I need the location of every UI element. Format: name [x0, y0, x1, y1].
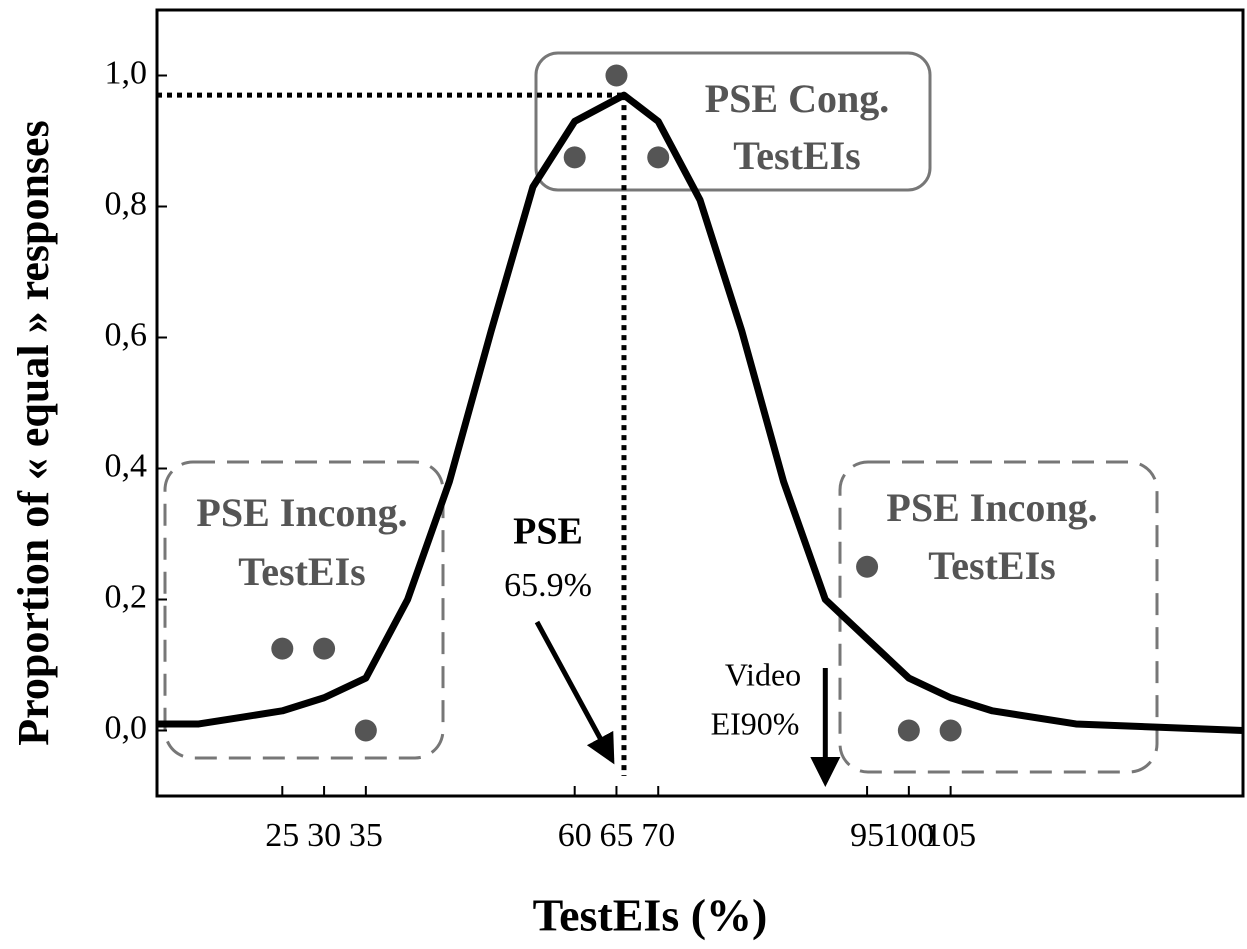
box-label: PSE Incong. — [886, 485, 1097, 530]
data-point — [605, 64, 628, 87]
box-label: TestEIs — [928, 543, 1055, 588]
x-tick-label: 95 — [850, 817, 884, 854]
incongruent-box — [163, 460, 445, 760]
data-point — [897, 719, 920, 742]
y-tick-label: 1,0 — [105, 54, 148, 91]
box-label: TestEIs — [733, 133, 860, 178]
data-point — [271, 637, 294, 660]
box-label: PSE Incong. — [196, 490, 407, 535]
y-tick-label: 0,0 — [105, 709, 148, 746]
box-label: PSE Cong. — [705, 76, 890, 121]
box-label: TestEIs — [238, 549, 365, 594]
data-point — [647, 146, 670, 169]
y-tick-label: 0,6 — [105, 316, 148, 353]
x-tick-label: 105 — [925, 817, 976, 854]
data-point — [313, 637, 336, 660]
data-point — [939, 719, 962, 742]
congruent-box — [534, 51, 932, 192]
video-label: Video — [725, 656, 801, 692]
data-point — [354, 719, 377, 742]
y-tick-label: 0,2 — [105, 578, 148, 615]
y-axis-title: Proportion of « equal » responses — [9, 120, 58, 745]
pse-arrow — [534, 620, 615, 765]
x-tick-label: 60 — [558, 817, 592, 854]
x-tick-label: 100 — [883, 817, 934, 854]
x-tick-label: 70 — [641, 817, 675, 854]
video-label: EI90% — [711, 705, 800, 741]
data-point — [856, 555, 879, 578]
pse-title: PSE — [513, 511, 583, 553]
fit-curve — [157, 91, 1244, 734]
data-point — [563, 146, 586, 169]
y-tick-label: 0,8 — [105, 185, 148, 222]
x-tick-label: 35 — [349, 817, 383, 854]
x-axis-title: TestEIs (%) — [533, 890, 768, 941]
x-tick-label: 65 — [599, 817, 633, 854]
x-tick-label: 25 — [265, 817, 299, 854]
y-tick-label: 0,4 — [105, 447, 148, 484]
x-tick-label: 30 — [307, 817, 341, 854]
plot-frame — [155, 8, 1245, 798]
pse-label: 65.9% — [504, 567, 592, 604]
